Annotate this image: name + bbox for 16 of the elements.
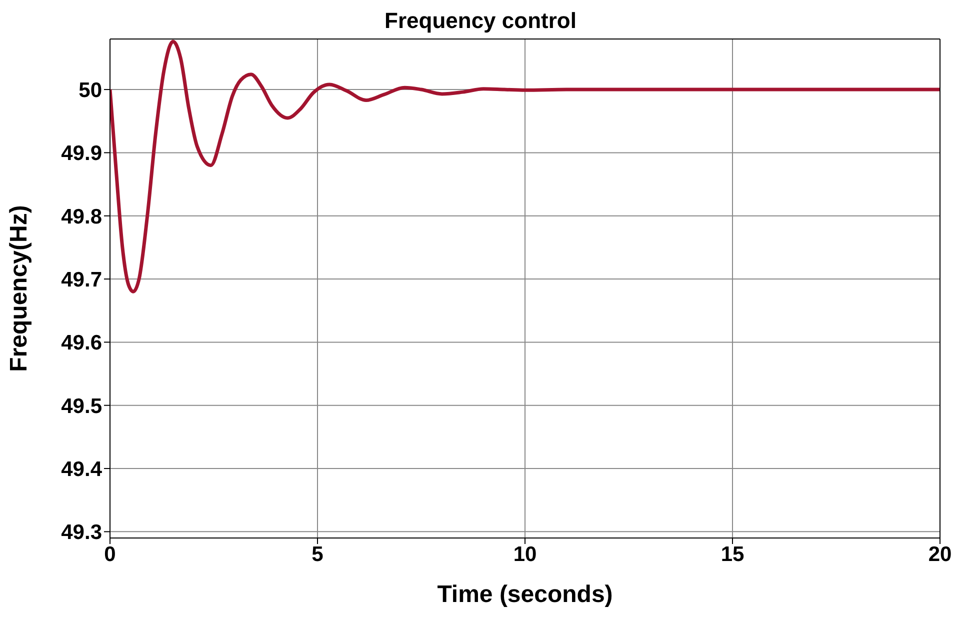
y-tick-label: 49.7 (61, 268, 102, 292)
y-tick-label: 50 (78, 78, 102, 102)
x-tick-label: 5 (312, 542, 324, 566)
x-tick-label: 20 (928, 542, 952, 566)
x-tick-label: 10 (513, 542, 537, 566)
x-tick-label: 0 (104, 542, 116, 566)
y-tick-label: 49.3 (61, 521, 102, 544)
y-axis-title: Frequency(Hz) (6, 205, 33, 372)
x-tick-label: 15 (720, 542, 744, 566)
x-axis-title: Time (seconds) (437, 581, 613, 608)
y-tick-label: 49.5 (61, 394, 102, 418)
y-tick-label: 49.9 (61, 142, 102, 166)
y-tick-label: 49.8 (61, 205, 102, 228)
y-tick-label: 49.6 (61, 332, 102, 355)
chart-title: Frequency control (384, 8, 578, 34)
y-tick-label: 49.4 (61, 458, 102, 481)
